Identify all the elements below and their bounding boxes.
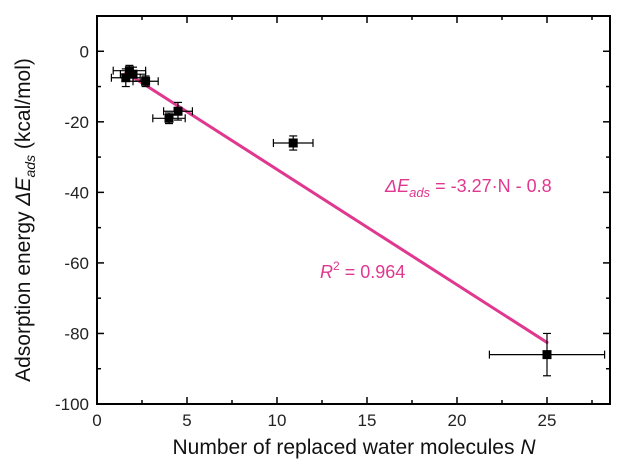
data-point [164, 113, 174, 123]
x-tick-label: 20 [448, 411, 467, 430]
data-point [173, 106, 183, 116]
data-point [288, 138, 298, 148]
data-point [542, 350, 552, 360]
x-tick-label: 5 [182, 411, 191, 430]
y-tick-label: -20 [64, 113, 89, 132]
y-tick-label: -100 [55, 395, 89, 414]
x-tick-label: 25 [538, 411, 557, 430]
x-tick-label: 15 [358, 411, 377, 430]
data-point [141, 76, 151, 86]
x-tick-label: 10 [268, 411, 287, 430]
data-point [121, 73, 131, 83]
y-tick-label: 0 [80, 42, 89, 61]
plot-frame [96, 15, 611, 405]
y-tick-label: -60 [64, 254, 89, 273]
y-tick-label: -40 [64, 183, 89, 202]
y-tick-label: -80 [64, 324, 89, 343]
r-squared-label: R2 = 0.964 [320, 259, 405, 282]
data-point [128, 69, 138, 79]
x-axis-title: Number of replaced water molecules N [173, 436, 537, 459]
x-tick-label: 0 [92, 411, 101, 430]
fit-line [124, 71, 549, 344]
fit-equation: ΔEads = -3.27·N - 0.8 [384, 176, 552, 200]
y-axis-title: Adsorption energy ΔEads (kcal/mol) [12, 58, 38, 382]
